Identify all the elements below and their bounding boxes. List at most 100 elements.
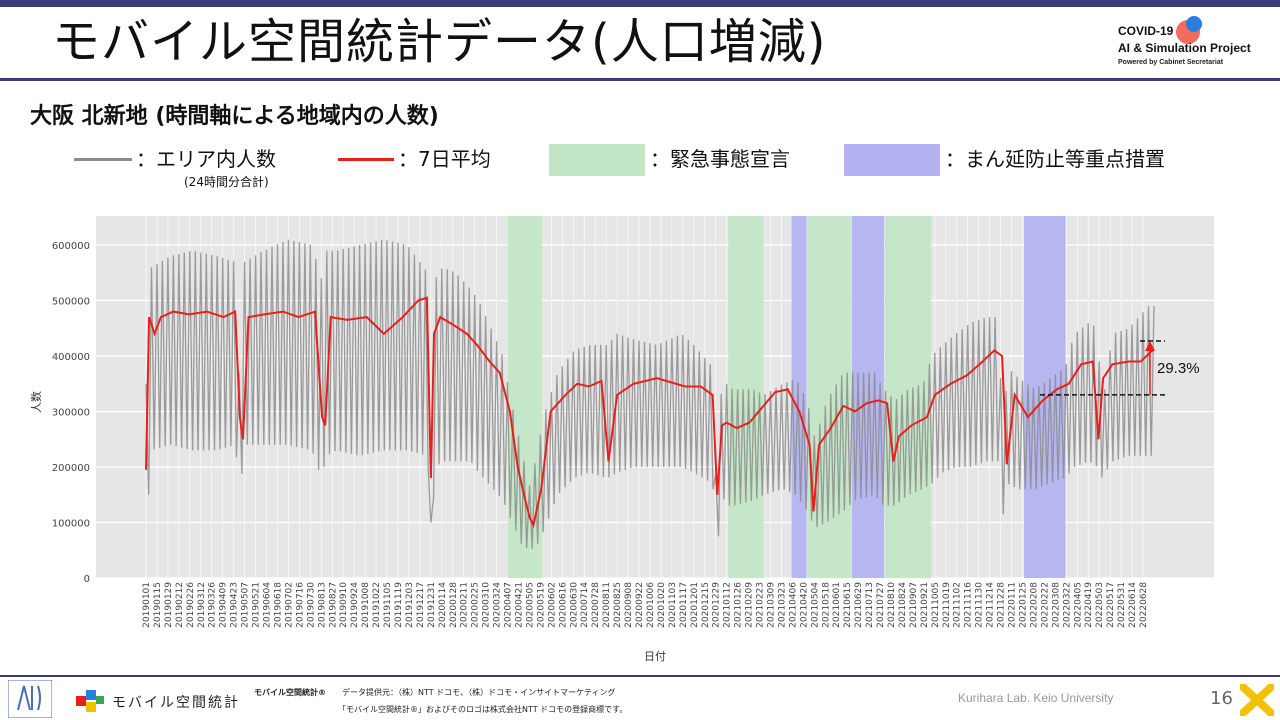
footer-source: データ提供元：（株）NTT ドコモ、（株）ドコモ・インサイトマーケティング xyxy=(342,688,616,697)
x-tick-label: 20210907 xyxy=(909,582,919,628)
x-tick-label: 20211228 xyxy=(997,582,1007,628)
x-tick-label: 20210309 xyxy=(766,582,776,628)
x-tick-label: 20191203 xyxy=(405,582,415,628)
x-tick-label: 20220517 xyxy=(1106,582,1116,628)
x-tick-label: 20201020 xyxy=(657,582,667,628)
x-tick-label: 20200128 xyxy=(449,582,459,628)
footer-brand: モバイル空間統計 xyxy=(112,695,240,711)
x-tick-label: 20201117 xyxy=(679,582,689,628)
y-axis-label: 人数 xyxy=(30,391,43,413)
x-tick-label: 20200407 xyxy=(504,582,514,628)
x-tick-label: 20190212 xyxy=(175,582,185,628)
x-tick-label: 20200505 xyxy=(525,582,535,628)
x-tick-label: 20210223 xyxy=(756,582,766,628)
x-axis: 20190101 20190115 20190129 20190212 20190226… xyxy=(142,582,1149,628)
x-tick-label: 20220111 xyxy=(1008,582,1018,628)
keio-lab-logo-icon xyxy=(8,680,52,718)
covid-ai-logo: COVID-19 AI & Simulation Project Powered… xyxy=(1118,16,1278,74)
emergency-period-band xyxy=(728,216,764,578)
x-tick-label: 20211116 xyxy=(964,582,974,628)
x-tick-label: 20190312 xyxy=(197,582,207,628)
x-tick-label: 20190409 xyxy=(219,582,229,628)
series-line-7day-average xyxy=(145,296,1154,529)
x-tick-label: 20210921 xyxy=(920,582,930,628)
legend-gray-line-swatch xyxy=(74,158,132,161)
x-tick-label: 20200225 xyxy=(471,582,481,628)
x-tick-label: 20210323 xyxy=(777,582,787,628)
x-tick-label: 20220503 xyxy=(1095,582,1105,628)
x-tick-label: 20191217 xyxy=(416,582,426,628)
x-tick-label: 20210406 xyxy=(788,582,798,628)
x-tick-label: 20190730 xyxy=(306,582,316,628)
x-tick-label: 20190604 xyxy=(263,582,273,628)
x-tick-label: 20190813 xyxy=(317,582,327,628)
x-tick-label: 20210615 xyxy=(843,582,853,628)
x-tick-label: 20190115 xyxy=(153,582,163,628)
legend-gray-note: (24時間分合計) xyxy=(184,175,269,189)
x-tick-label: 20210601 xyxy=(832,582,842,628)
x-tick-label: 20211102 xyxy=(953,582,963,628)
gray-series-group xyxy=(145,239,1155,549)
chart-subtitle: 大阪 北新地 (時間軸による地域内の人数) xyxy=(30,104,439,129)
logo-blue-circle-icon xyxy=(1186,16,1202,32)
x-tick-label: 20190226 xyxy=(186,582,196,628)
x-tick-label: 20200324 xyxy=(493,582,503,628)
logo-line-1: COVID-19 xyxy=(1118,24,1174,38)
population-line-chart: 0 100000 200000 300000 400000 500000 600000 20… xyxy=(30,216,1214,663)
series-line-area-count xyxy=(145,239,1155,549)
legend-blue-swatch xyxy=(844,144,940,176)
x-tick-label: 20190423 xyxy=(230,582,240,628)
annotation-arrow-head xyxy=(1145,341,1155,352)
x-tick-label: 20220419 xyxy=(1084,582,1094,628)
x-tick-label: 20191022 xyxy=(372,582,382,628)
x-tick-label: 20201229 xyxy=(712,582,722,628)
top-accent-bar xyxy=(0,0,1280,7)
x-tick-label: 20220405 xyxy=(1073,582,1083,628)
x-tick-label: 20210713 xyxy=(865,582,875,628)
y-tick-label: 400000 xyxy=(52,352,90,363)
x-tick-label: 20191119 xyxy=(394,582,404,628)
x-tick-label: 20210629 xyxy=(854,582,864,628)
y-tick-label: 100000 xyxy=(52,519,90,530)
x-tick-label: 20220222 xyxy=(1040,582,1050,628)
x-tick-label: 20200602 xyxy=(547,582,557,628)
legend-blue-label: ：まん延防止等重点措置 xyxy=(945,147,1165,171)
x-tick-label: 20220614 xyxy=(1128,582,1138,628)
x-tick-label: 20190101 xyxy=(142,582,152,628)
title-divider xyxy=(0,78,1280,81)
x-tick-label: 20220322 xyxy=(1062,582,1072,628)
legend-green-label: ：緊急事態宣言 xyxy=(650,147,790,171)
priority-measures-band xyxy=(791,216,807,578)
x-tick-label: 20220308 xyxy=(1051,582,1061,628)
x-tick-label: 20200421 xyxy=(515,582,525,628)
x-tick-label: 20200922 xyxy=(635,582,645,628)
x-tick-label: 20190618 xyxy=(273,582,283,628)
x-tick-label: 20191231 xyxy=(427,582,437,628)
x-tick-label: 20200211 xyxy=(460,582,470,628)
x-tick-label: 20220628 xyxy=(1139,582,1149,628)
legend-red-label: ：7日平均 xyxy=(398,147,491,171)
x-tick-label: 20190827 xyxy=(328,582,338,628)
x-tick-label: 20191008 xyxy=(361,582,371,628)
footer-divider xyxy=(0,675,1280,677)
x-tick-label: 20210209 xyxy=(745,582,755,628)
x-axis-label: 日付 xyxy=(644,650,666,663)
x-tick-label: 20210810 xyxy=(887,582,897,628)
x-tick-label: 20190716 xyxy=(295,582,305,628)
y-axis: 0 100000 200000 300000 400000 500000 600000 xyxy=(52,241,90,585)
logo-line-2: AI & Simulation Project xyxy=(1118,41,1251,55)
x-tick-label: 20190910 xyxy=(339,582,349,628)
x-tick-label: 20201006 xyxy=(646,582,656,628)
x-tick-label: 20190521 xyxy=(252,582,262,628)
x-tick-label: 20220208 xyxy=(1029,582,1039,628)
y-tick-label: 500000 xyxy=(52,297,90,308)
increase-annotation: 29.3% xyxy=(1040,340,1200,396)
mobile-spatial-stats-logo-icon xyxy=(76,690,104,712)
y-tick-label: 600000 xyxy=(52,241,90,252)
x-tick-label: 20210727 xyxy=(876,582,886,628)
x-tick-label: 20211019 xyxy=(942,582,952,628)
x-tick-label: 20200616 xyxy=(558,582,568,628)
x-tick-label: 20200908 xyxy=(624,582,634,628)
annotation-label: 29.3% xyxy=(1157,360,1200,377)
x-tick-label: 20200825 xyxy=(613,582,623,628)
